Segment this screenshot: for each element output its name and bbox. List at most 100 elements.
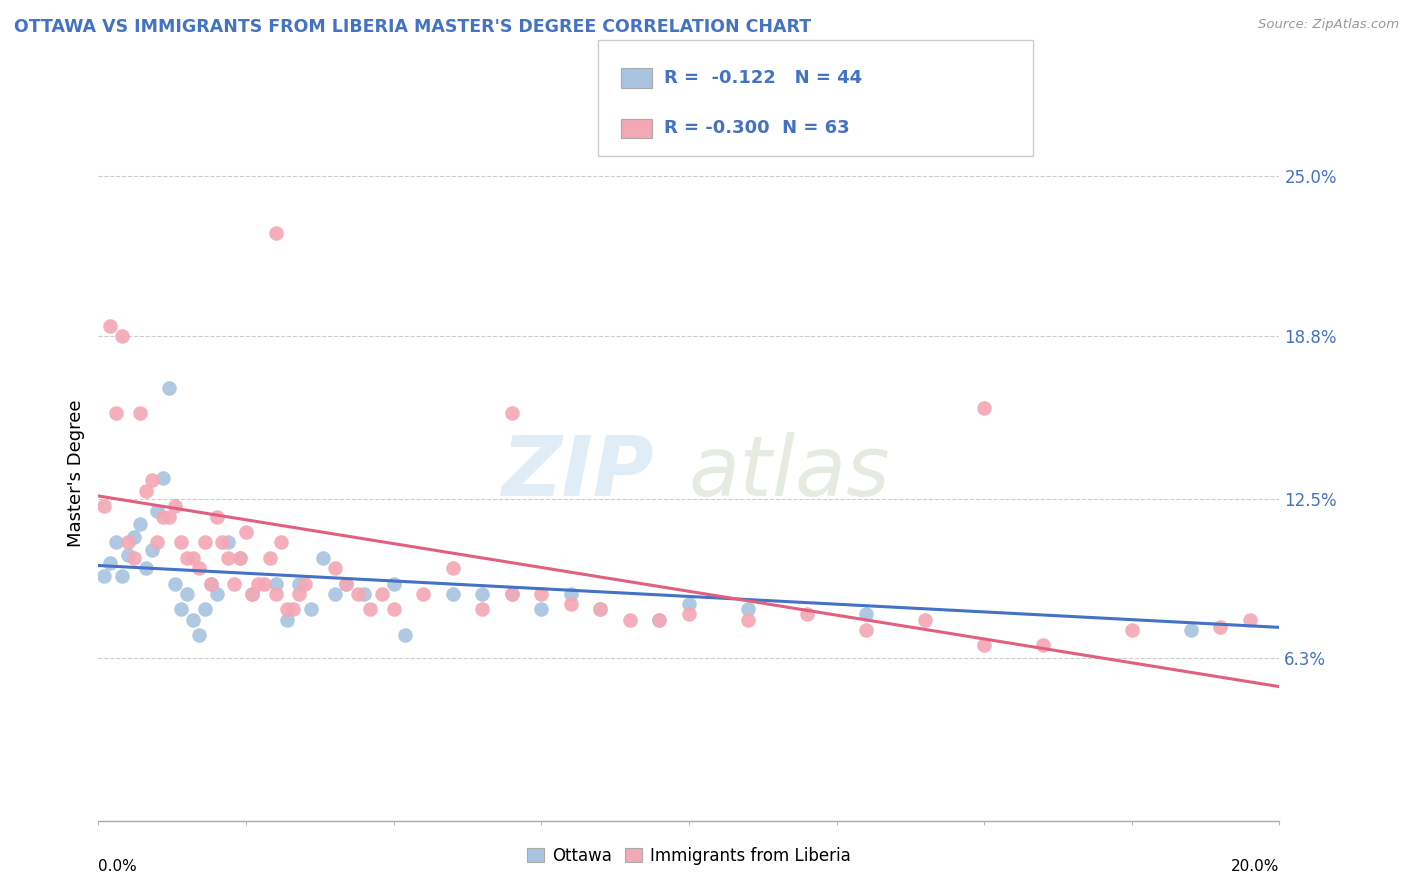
Point: [128, 517, 150, 532]
Point: [1239, 613, 1261, 627]
Point: [105, 535, 128, 549]
Point: [187, 628, 209, 642]
Point: [1032, 639, 1054, 653]
Point: [530, 587, 553, 601]
Point: [128, 407, 150, 421]
Point: [176, 587, 198, 601]
Point: [205, 587, 228, 601]
Point: [648, 613, 671, 627]
Point: [589, 602, 612, 616]
Point: [560, 597, 582, 611]
Point: [294, 576, 316, 591]
Point: [170, 535, 193, 549]
Point: [648, 613, 671, 627]
Point: [441, 587, 464, 601]
Point: [737, 613, 759, 627]
Point: [217, 535, 239, 549]
Point: [335, 576, 357, 591]
Text: OTTAWA VS IMMIGRANTS FROM LIBERIA MASTER'S DEGREE CORRELATION CHART: OTTAWA VS IMMIGRANTS FROM LIBERIA MASTER…: [14, 18, 811, 36]
Point: [412, 587, 434, 601]
Point: [270, 535, 292, 549]
Point: [146, 504, 169, 518]
Point: [1180, 623, 1202, 637]
Point: [347, 587, 370, 601]
Point: [253, 576, 276, 591]
Point: [181, 613, 204, 627]
Point: [200, 576, 222, 591]
Text: 0.0%: 0.0%: [98, 859, 138, 874]
Point: [117, 535, 139, 549]
Point: [323, 587, 346, 601]
Point: [135, 561, 157, 575]
Point: [973, 401, 995, 416]
Point: [359, 602, 381, 616]
Point: [165, 500, 187, 514]
Point: [471, 587, 494, 601]
Point: [157, 381, 180, 395]
Point: [312, 550, 335, 565]
Point: [105, 407, 128, 421]
Point: [855, 623, 877, 637]
Point: [678, 597, 700, 611]
Point: [240, 587, 263, 601]
Point: [141, 474, 163, 488]
Point: [335, 576, 357, 591]
Point: [264, 576, 287, 591]
Point: [98, 318, 121, 333]
Point: [323, 561, 346, 575]
Y-axis label: Master's Degree: Master's Degree: [66, 399, 84, 547]
Point: [394, 628, 416, 642]
Point: [152, 471, 174, 485]
Point: [165, 576, 187, 591]
Legend: Ottawa, Immigrants from Liberia: Ottawa, Immigrants from Liberia: [520, 840, 858, 871]
Point: [501, 587, 523, 601]
Point: [141, 543, 163, 558]
Point: [111, 569, 134, 583]
Point: [353, 587, 375, 601]
Point: [181, 550, 204, 565]
Point: [194, 602, 217, 616]
Point: [205, 509, 228, 524]
Point: [530, 602, 553, 616]
Point: [560, 587, 582, 601]
Point: [240, 587, 263, 601]
Point: [211, 535, 233, 549]
Point: [93, 500, 115, 514]
Point: [246, 576, 269, 591]
Point: [914, 613, 936, 627]
Point: [288, 587, 311, 601]
Point: [264, 587, 287, 601]
Point: [98, 556, 121, 570]
Point: [194, 535, 217, 549]
Point: [1121, 623, 1143, 637]
Text: atlas: atlas: [689, 433, 890, 513]
Text: 20.0%: 20.0%: [1232, 859, 1279, 874]
Text: ZIP: ZIP: [501, 433, 654, 513]
Point: [371, 587, 394, 601]
Point: [176, 550, 198, 565]
Point: [93, 569, 115, 583]
Text: Source: ZipAtlas.com: Source: ZipAtlas.com: [1258, 18, 1399, 31]
Point: [283, 602, 305, 616]
Point: [288, 576, 311, 591]
Point: [276, 613, 298, 627]
Point: [217, 550, 239, 565]
Point: [264, 226, 287, 240]
Point: [589, 602, 612, 616]
Point: [170, 602, 193, 616]
Point: [152, 509, 174, 524]
Point: [235, 524, 257, 539]
Point: [200, 576, 222, 591]
Text: R = -0.300  N = 63: R = -0.300 N = 63: [664, 120, 849, 137]
Point: [796, 607, 818, 622]
Point: [619, 613, 641, 627]
Point: [1209, 620, 1232, 634]
Point: [224, 576, 246, 591]
Point: [117, 548, 139, 562]
Point: [187, 561, 209, 575]
Point: [276, 602, 298, 616]
Point: [501, 407, 523, 421]
Point: [678, 607, 700, 622]
Text: R =  -0.122   N = 44: R = -0.122 N = 44: [664, 70, 862, 87]
Point: [471, 602, 494, 616]
